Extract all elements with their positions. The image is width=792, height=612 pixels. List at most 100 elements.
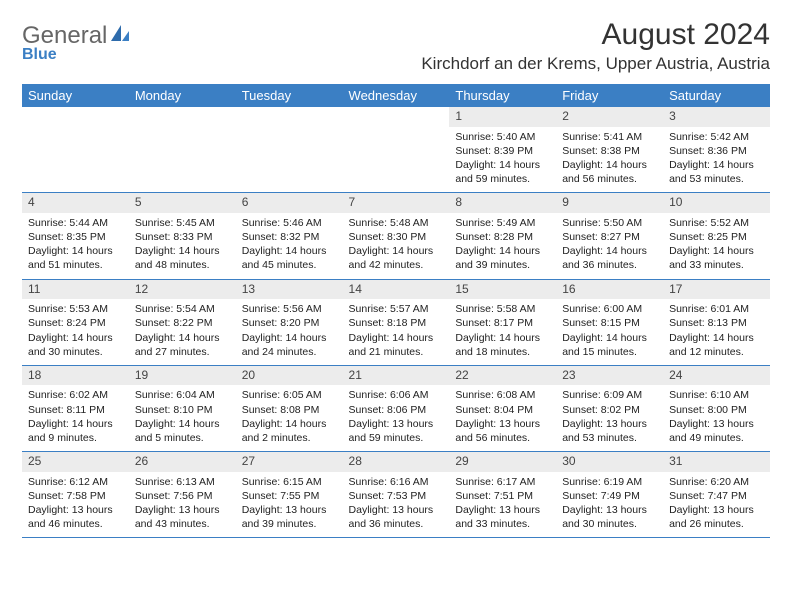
day-details: Sunrise: 6:08 AMSunset: 8:04 PMDaylight:… <box>449 385 556 451</box>
sunset-line: Sunset: 8:32 PM <box>242 230 337 244</box>
calendar-week-row: 18Sunrise: 6:02 AMSunset: 8:11 PMDayligh… <box>22 365 770 451</box>
daylight-line: Daylight: 14 hours and 9 minutes. <box>28 417 123 445</box>
day-details: Sunrise: 6:00 AMSunset: 8:15 PMDaylight:… <box>556 299 663 365</box>
day-number: 14 <box>343 280 450 300</box>
day-details: Sunrise: 6:02 AMSunset: 8:11 PMDaylight:… <box>22 385 129 451</box>
day-details: Sunrise: 6:17 AMSunset: 7:51 PMDaylight:… <box>449 472 556 538</box>
sunrise-line: Sunrise: 6:12 AM <box>28 475 123 489</box>
day-details: Sunrise: 5:48 AMSunset: 8:30 PMDaylight:… <box>343 213 450 279</box>
calendar-day-cell: 29Sunrise: 6:17 AMSunset: 7:51 PMDayligh… <box>449 452 556 538</box>
sunrise-line: Sunrise: 5:42 AM <box>669 130 764 144</box>
calendar-day-cell: 4Sunrise: 5:44 AMSunset: 8:35 PMDaylight… <box>22 193 129 279</box>
calendar-day-cell: 24Sunrise: 6:10 AMSunset: 8:00 PMDayligh… <box>663 365 770 451</box>
sunset-line: Sunset: 8:25 PM <box>669 230 764 244</box>
sunrise-line: Sunrise: 5:49 AM <box>455 216 550 230</box>
day-number: 7 <box>343 193 450 213</box>
calendar-day-cell: 7Sunrise: 5:48 AMSunset: 8:30 PMDaylight… <box>343 193 450 279</box>
day-number: 15 <box>449 280 556 300</box>
daylight-line: Daylight: 14 hours and 51 minutes. <box>28 244 123 272</box>
daylight-line: Daylight: 13 hours and 33 minutes. <box>455 503 550 531</box>
sunset-line: Sunset: 8:39 PM <box>455 144 550 158</box>
day-details: Sunrise: 5:57 AMSunset: 8:18 PMDaylight:… <box>343 299 450 365</box>
daylight-line: Daylight: 14 hours and 48 minutes. <box>135 244 230 272</box>
calendar-week-row: 11Sunrise: 5:53 AMSunset: 8:24 PMDayligh… <box>22 279 770 365</box>
calendar-day-cell: 12Sunrise: 5:54 AMSunset: 8:22 PMDayligh… <box>129 279 236 365</box>
calendar-day-cell: 23Sunrise: 6:09 AMSunset: 8:02 PMDayligh… <box>556 365 663 451</box>
sunset-line: Sunset: 8:28 PM <box>455 230 550 244</box>
daylight-line: Daylight: 14 hours and 30 minutes. <box>28 331 123 359</box>
calendar-day-cell: 3 Sunrise: 5:42 AMSunset: 8:36 PMDaylight… <box>663 107 770 193</box>
sunset-line: Sunset: 7:49 PM <box>562 489 657 503</box>
sunset-line: Sunset: 8:36 PM <box>669 144 764 158</box>
day-details: Sunrise: 6:19 AMSunset: 7:49 PMDaylight:… <box>556 472 663 538</box>
daylight-line: Daylight: 14 hours and 45 minutes. <box>242 244 337 272</box>
day-details: Sunrise: 5:49 AMSunset: 8:28 PMDaylight:… <box>449 213 556 279</box>
daylight-line: Daylight: 13 hours and 56 minutes. <box>455 417 550 445</box>
calendar-day-cell: 28Sunrise: 6:16 AMSunset: 7:53 PMDayligh… <box>343 452 450 538</box>
sunset-line: Sunset: 8:27 PM <box>562 230 657 244</box>
calendar-day-cell: 26Sunrise: 6:13 AMSunset: 7:56 PMDayligh… <box>129 452 236 538</box>
sunrise-line: Sunrise: 5:40 AM <box>455 130 550 144</box>
daylight-line: Daylight: 13 hours and 46 minutes. <box>28 503 123 531</box>
day-number: 19 <box>129 366 236 386</box>
daylight-line: Daylight: 13 hours and 30 minutes. <box>562 503 657 531</box>
day-number: 28 <box>343 452 450 472</box>
sunset-line: Sunset: 8:02 PM <box>562 403 657 417</box>
sunset-line: Sunset: 8:08 PM <box>242 403 337 417</box>
calendar-day-cell: 25Sunrise: 6:12 AMSunset: 7:58 PMDayligh… <box>22 452 129 538</box>
day-details: Sunrise: 6:20 AMSunset: 7:47 PMDaylight:… <box>663 472 770 538</box>
sunrise-line: Sunrise: 5:57 AM <box>349 302 444 316</box>
location-label: Kirchdorf an der Krems, Upper Austria, A… <box>421 54 770 74</box>
daylight-line: Daylight: 13 hours and 59 minutes. <box>349 417 444 445</box>
sunset-line: Sunset: 8:11 PM <box>28 403 123 417</box>
sunrise-line: Sunrise: 6:20 AM <box>669 475 764 489</box>
day-number: 9 <box>556 193 663 213</box>
sunset-line: Sunset: 8:04 PM <box>455 403 550 417</box>
day-details: Sunrise: 6:09 AMSunset: 8:02 PMDaylight:… <box>556 385 663 451</box>
day-number: 4 <box>22 193 129 213</box>
day-details: Sunrise: 5:56 AMSunset: 8:20 PMDaylight:… <box>236 299 343 365</box>
day-details: Sunrise: 6:16 AMSunset: 7:53 PMDaylight:… <box>343 472 450 538</box>
daylight-line: Daylight: 13 hours and 49 minutes. <box>669 417 764 445</box>
daylight-line: Daylight: 14 hours and 33 minutes. <box>669 244 764 272</box>
sunset-line: Sunset: 8:15 PM <box>562 316 657 330</box>
calendar-day-cell: 21Sunrise: 6:06 AMSunset: 8:06 PMDayligh… <box>343 365 450 451</box>
daylight-line: Daylight: 14 hours and 59 minutes. <box>455 158 550 186</box>
sunrise-line: Sunrise: 6:09 AM <box>562 388 657 402</box>
day-number: 3 <box>663 107 770 127</box>
daylight-line: Daylight: 14 hours and 53 minutes. <box>669 158 764 186</box>
daylight-line: Daylight: 13 hours and 53 minutes. <box>562 417 657 445</box>
calendar-day-cell: 30Sunrise: 6:19 AMSunset: 7:49 PMDayligh… <box>556 452 663 538</box>
daylight-line: Daylight: 14 hours and 15 minutes. <box>562 331 657 359</box>
day-number: 23 <box>556 366 663 386</box>
sunrise-line: Sunrise: 5:45 AM <box>135 216 230 230</box>
sunset-line: Sunset: 8:30 PM <box>349 230 444 244</box>
weekday-tuesday: Tuesday <box>236 84 343 107</box>
sunset-line: Sunset: 7:56 PM <box>135 489 230 503</box>
sunrise-line: Sunrise: 6:01 AM <box>669 302 764 316</box>
calendar-day-cell <box>129 107 236 193</box>
daylight-line: Daylight: 14 hours and 2 minutes. <box>242 417 337 445</box>
weekday-header-row: Sunday Monday Tuesday Wednesday Thursday… <box>22 84 770 107</box>
day-details: Sunrise: 5:52 AMSunset: 8:25 PMDaylight:… <box>663 213 770 279</box>
daylight-line: Daylight: 14 hours and 18 minutes. <box>455 331 550 359</box>
calendar-day-cell: 18Sunrise: 6:02 AMSunset: 8:11 PMDayligh… <box>22 365 129 451</box>
sunrise-line: Sunrise: 5:52 AM <box>669 216 764 230</box>
daylight-line: Daylight: 14 hours and 5 minutes. <box>135 417 230 445</box>
day-details: Sunrise: 6:13 AMSunset: 7:56 PMDaylight:… <box>129 472 236 538</box>
calendar-day-cell: 15Sunrise: 5:58 AMSunset: 8:17 PMDayligh… <box>449 279 556 365</box>
header: GeneralBlue August 2024 Kirchdorf an der… <box>22 18 770 80</box>
day-details: Sunrise: 6:04 AMSunset: 8:10 PMDaylight:… <box>129 385 236 451</box>
day-details: Sunrise: 5:40 AMSunset: 8:39 PMDaylight:… <box>449 127 556 193</box>
sunrise-line: Sunrise: 6:06 AM <box>349 388 444 402</box>
day-number: 10 <box>663 193 770 213</box>
sunrise-line: Sunrise: 6:16 AM <box>349 475 444 489</box>
calendar-day-cell <box>22 107 129 193</box>
sunrise-line: Sunrise: 6:15 AM <box>242 475 337 489</box>
sunrise-line: Sunrise: 5:50 AM <box>562 216 657 230</box>
calendar-day-cell: 6Sunrise: 5:46 AMSunset: 8:32 PMDaylight… <box>236 193 343 279</box>
day-number: 12 <box>129 280 236 300</box>
sunset-line: Sunset: 8:06 PM <box>349 403 444 417</box>
sunrise-line: Sunrise: 6:04 AM <box>135 388 230 402</box>
calendar-day-cell: 11Sunrise: 5:53 AMSunset: 8:24 PMDayligh… <box>22 279 129 365</box>
